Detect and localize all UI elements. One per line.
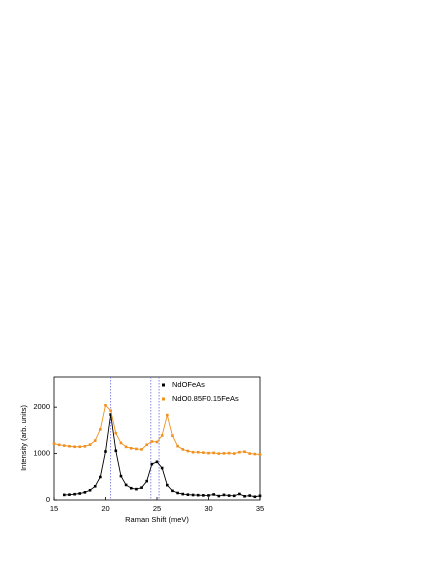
y-tick-label: 0 [46, 495, 50, 504]
data-point [145, 443, 148, 447]
data-point [166, 413, 169, 417]
data-point [212, 451, 215, 455]
legend-marker [162, 397, 165, 401]
data-point [232, 452, 236, 455]
data-point [227, 451, 231, 455]
x-tick-label: 35 [256, 504, 264, 513]
data-point [232, 494, 236, 498]
data-point [68, 493, 71, 496]
legend-marker [162, 383, 165, 387]
data-point [135, 447, 138, 451]
data-point [114, 449, 118, 453]
data-point [99, 475, 102, 479]
data-point [207, 494, 210, 497]
data-point [186, 449, 190, 453]
data-point [196, 450, 200, 454]
data-point [176, 491, 179, 495]
data-point [155, 460, 159, 464]
data-point [160, 434, 164, 437]
data-point [155, 440, 159, 444]
data-point [191, 493, 195, 497]
data-point [57, 443, 61, 447]
x-tick-label: 25 [153, 504, 161, 513]
data-point [93, 485, 97, 488]
data-point [258, 494, 262, 498]
data-point [191, 450, 195, 454]
data-point [176, 444, 179, 448]
data-point [202, 451, 205, 454]
data-point [258, 453, 262, 456]
data-point [88, 443, 92, 446]
data-point [52, 442, 56, 445]
data-point [83, 491, 87, 494]
data-point [202, 494, 205, 497]
data-point [124, 483, 128, 487]
data-point [150, 462, 154, 466]
data-point [63, 493, 66, 497]
x-tick-label: 20 [101, 504, 109, 513]
data-point [124, 445, 128, 449]
data-point [140, 448, 143, 451]
data-point [140, 486, 143, 489]
data-point [109, 413, 112, 416]
data-point [73, 445, 76, 449]
data-point [145, 479, 148, 483]
data-point [248, 494, 251, 497]
data-point [160, 466, 164, 470]
data-point [243, 450, 246, 454]
data-point [217, 494, 221, 498]
data-point [166, 483, 169, 487]
x-tick-label: 15 [50, 504, 58, 513]
legend-label: NdO0.85F0.15FeAs [172, 394, 239, 403]
data-point [129, 486, 133, 490]
x-axis-label: Raman Shift (meV) [125, 515, 189, 524]
data-point [248, 452, 251, 455]
series-line [64, 414, 261, 498]
data-point [78, 492, 82, 495]
data-point [150, 440, 154, 443]
y-axis-label: Intensity (arb. units) [19, 405, 28, 471]
data-point [243, 494, 246, 498]
data-point [207, 451, 210, 455]
data-point [99, 428, 102, 431]
data-point [129, 446, 133, 450]
y-tick-label: 2000 [33, 402, 50, 411]
data-point [104, 450, 107, 453]
data-point [186, 493, 190, 496]
data-point [253, 495, 257, 499]
data-point [63, 444, 66, 447]
data-point [78, 445, 82, 449]
data-point [253, 452, 257, 456]
data-point [181, 492, 185, 496]
x-tick-label: 30 [204, 504, 212, 513]
data-point [171, 434, 174, 438]
data-point [83, 445, 87, 448]
data-point [212, 493, 215, 496]
data-point [119, 474, 123, 478]
data-point [238, 450, 241, 454]
data-point [196, 493, 200, 497]
data-point [217, 452, 221, 455]
data-point [73, 492, 76, 496]
data-point [181, 448, 185, 451]
data-point [238, 492, 241, 496]
data-point [119, 441, 123, 445]
y-tick-label: 1000 [33, 449, 50, 458]
data-point [114, 431, 118, 435]
data-point [88, 488, 92, 492]
data-point [93, 439, 97, 442]
data-point [227, 494, 231, 497]
data-point [222, 452, 226, 455]
data-point [135, 487, 138, 491]
legend-label: NdOFeAs [172, 380, 205, 389]
data-point [68, 444, 71, 448]
data-point [104, 404, 107, 407]
data-point [171, 489, 174, 493]
data-point [222, 493, 226, 497]
data-point [109, 409, 112, 412]
